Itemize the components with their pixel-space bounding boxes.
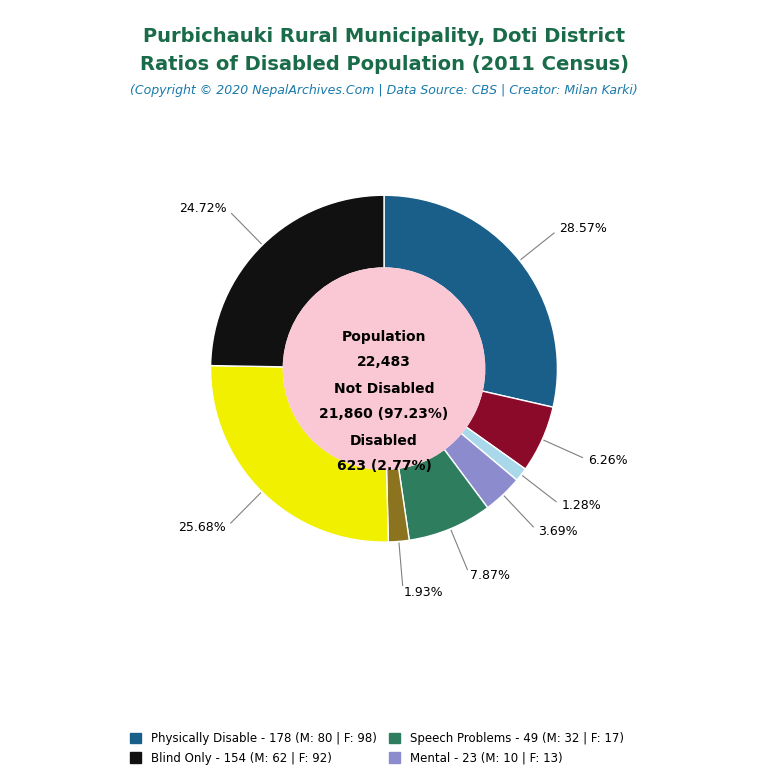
Text: 1.28%: 1.28% (561, 499, 601, 512)
Wedge shape (210, 366, 389, 542)
Text: Ratios of Disabled Population (2011 Census): Ratios of Disabled Population (2011 Cens… (140, 55, 628, 74)
Text: 6.26%: 6.26% (588, 454, 628, 467)
Text: 21,860 (97.23%): 21,860 (97.23%) (319, 407, 449, 421)
Wedge shape (466, 391, 553, 469)
Text: 28.57%: 28.57% (559, 223, 607, 235)
Text: 3.69%: 3.69% (538, 525, 578, 538)
Text: 7.87%: 7.87% (470, 569, 510, 582)
Wedge shape (386, 468, 409, 542)
Text: Population: Population (342, 330, 426, 344)
Text: (Copyright © 2020 NepalArchives.Com | Data Source: CBS | Creator: Milan Karki): (Copyright © 2020 NepalArchives.Com | Da… (130, 84, 638, 97)
Circle shape (283, 268, 485, 469)
Wedge shape (210, 195, 384, 367)
Text: Purbichauki Rural Municipality, Doti District: Purbichauki Rural Municipality, Doti Dis… (143, 27, 625, 46)
Text: 24.72%: 24.72% (179, 202, 227, 215)
Text: 22,483: 22,483 (357, 355, 411, 369)
Text: Disabled: Disabled (350, 435, 418, 449)
Wedge shape (399, 449, 488, 540)
Text: 25.68%: 25.68% (178, 521, 226, 535)
Wedge shape (384, 195, 558, 407)
Wedge shape (444, 433, 517, 508)
Text: 1.93%: 1.93% (403, 585, 443, 598)
Wedge shape (461, 427, 525, 480)
Legend: Physically Disable - 178 (M: 80 | F: 98), Blind Only - 154 (M: 62 | F: 92), Deaf: Physically Disable - 178 (M: 80 | F: 98)… (130, 732, 638, 768)
Text: 623 (2.77%): 623 (2.77%) (336, 458, 432, 473)
Text: Not Disabled: Not Disabled (334, 382, 434, 396)
